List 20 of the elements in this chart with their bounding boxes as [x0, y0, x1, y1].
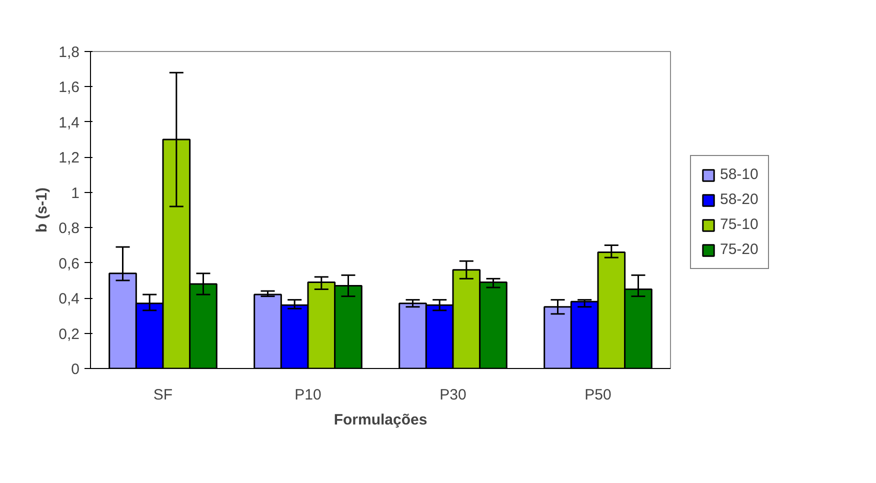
x-tick-label: P10: [294, 386, 322, 404]
y-tick-label: 1,6: [58, 79, 80, 96]
x-tick-label: SF: [153, 386, 173, 404]
x-tick-label: P30: [440, 386, 466, 404]
y-tick-label: 1,8: [58, 44, 80, 61]
y-tick-label: 1,2: [58, 150, 80, 167]
legend-label: 58-10: [720, 166, 758, 183]
x-axis-title: Formulações: [334, 412, 428, 428]
y-tick-label: 0,6: [58, 255, 80, 272]
y-tick-label: 1,4: [58, 114, 80, 132]
legend-label: 58-20: [720, 191, 758, 208]
legend-label: 75-10: [720, 216, 758, 233]
y-tick-label: 0,4: [58, 290, 80, 308]
y-tick-label: 0,2: [58, 326, 80, 343]
y-tick-label: 0: [71, 361, 80, 378]
x-tick-label: P50: [584, 386, 612, 404]
y-axis-title: b (s-1): [34, 187, 51, 232]
legend-label: 75-20: [720, 241, 758, 258]
y-tick-label: 1: [71, 184, 80, 202]
y-tick-label: 0,8: [58, 220, 80, 238]
